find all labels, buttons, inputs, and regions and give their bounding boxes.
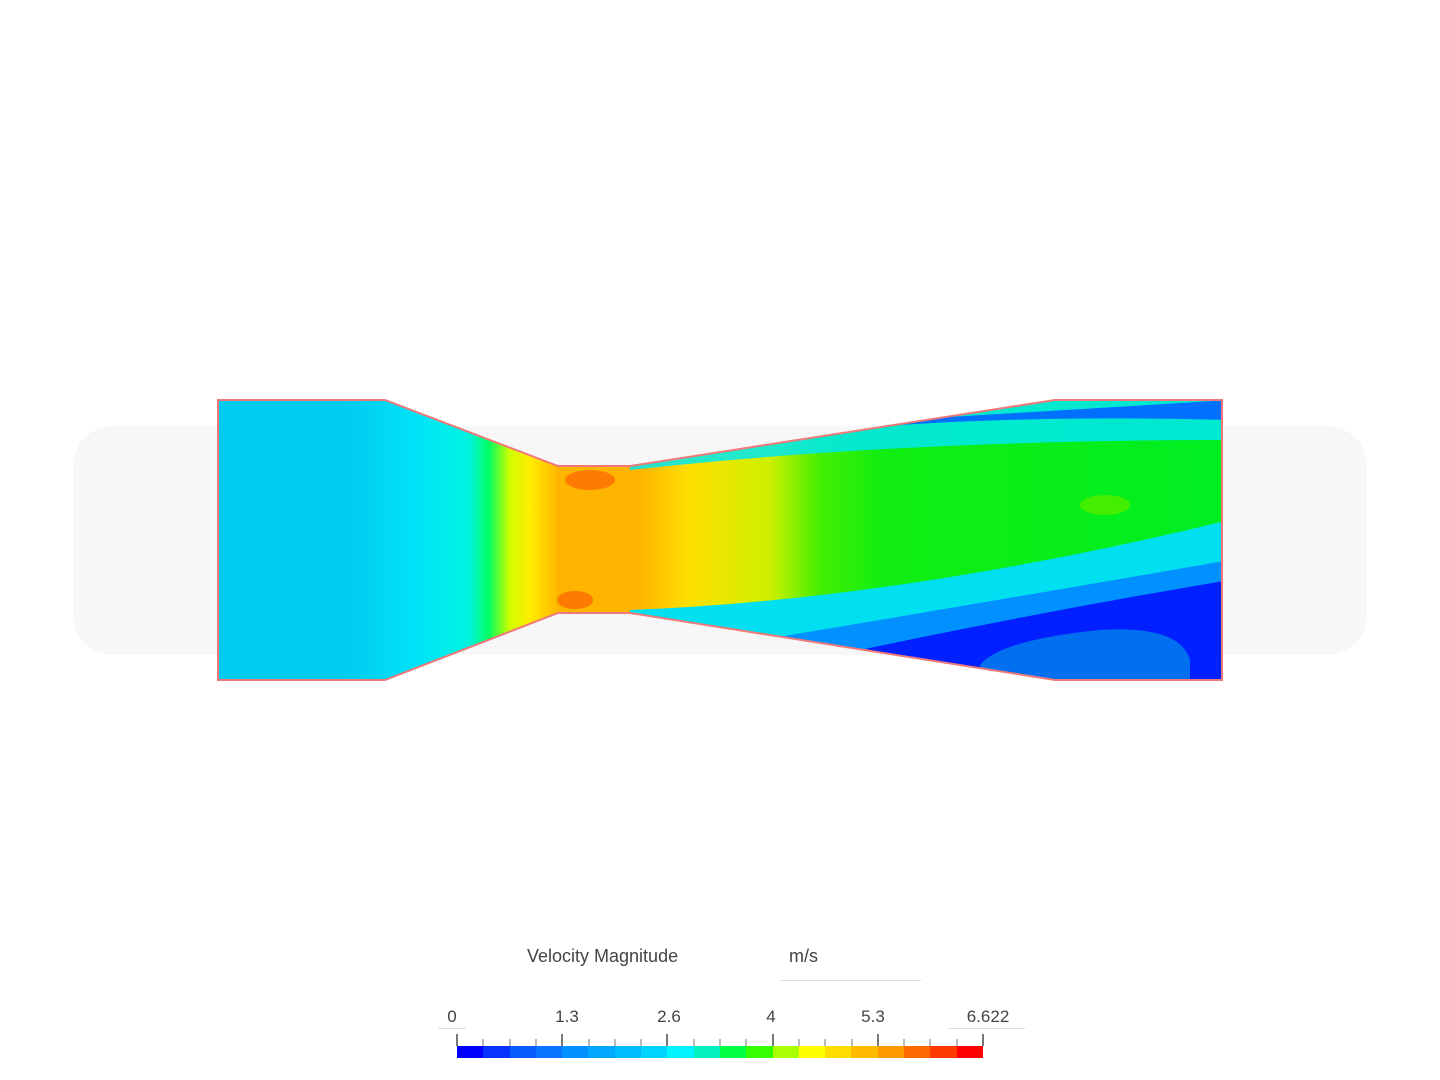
major-tick	[876, 1034, 879, 1046]
unit-underline	[781, 980, 921, 981]
major-tick	[666, 1034, 669, 1046]
minor-tick	[482, 1039, 485, 1046]
minor-tick	[797, 1039, 800, 1046]
minor-tick	[508, 1039, 511, 1046]
major-tick	[982, 1034, 984, 1046]
color-bar	[457, 1046, 983, 1058]
color-bin	[930, 1046, 957, 1058]
color-bin	[509, 1046, 536, 1058]
minor-tick	[719, 1039, 721, 1046]
max-underline	[949, 1028, 1025, 1029]
color-bin	[719, 1046, 747, 1058]
color-bin	[667, 1046, 694, 1058]
legend-title: Velocity Magnitude	[527, 946, 679, 966]
major-tick	[771, 1034, 774, 1046]
tick-label-max[interactable]: 6.622	[966, 1007, 1010, 1026]
minor-tick	[824, 1039, 827, 1046]
tick-label: 4	[766, 1007, 776, 1026]
color-bin	[877, 1046, 905, 1058]
color-bin	[956, 1046, 983, 1058]
minor-tick	[640, 1039, 643, 1046]
color-bin	[641, 1046, 668, 1058]
tick-label: 5.3	[861, 1007, 885, 1026]
color-bin	[614, 1046, 642, 1058]
geometry-outline	[217, 399, 1223, 681]
color-bin	[904, 1046, 931, 1058]
color-bin	[562, 1046, 589, 1058]
color-bin	[483, 1046, 510, 1058]
contour-field	[218, 400, 1222, 680]
color-bin	[798, 1046, 826, 1058]
color-bin	[851, 1046, 878, 1058]
minor-tick	[955, 1039, 958, 1046]
min-underline	[438, 1028, 466, 1029]
color-bin	[693, 1046, 720, 1058]
major-tick	[456, 1034, 458, 1046]
minor-tick	[745, 1039, 748, 1046]
tick-label: 0	[447, 1007, 457, 1026]
minor-tick	[534, 1039, 537, 1046]
tick-label: 2.6	[657, 1007, 681, 1026]
color-bin	[825, 1046, 852, 1058]
color-bin	[457, 1046, 484, 1058]
minor-tick	[929, 1039, 932, 1046]
color-bin	[746, 1046, 773, 1058]
minor-tick	[692, 1039, 695, 1046]
minor-tick	[850, 1039, 853, 1046]
legend-ticks	[456, 1034, 984, 1046]
color-bin	[535, 1046, 563, 1058]
minor-tick	[587, 1039, 590, 1046]
minor-tick	[903, 1039, 906, 1046]
major-tick	[561, 1034, 564, 1046]
color-bin	[772, 1046, 799, 1058]
minor-tick	[613, 1039, 616, 1046]
legend-unit[interactable]: m/s	[789, 946, 818, 966]
color-bin	[588, 1046, 615, 1058]
tick-label: 1.3	[555, 1007, 579, 1026]
